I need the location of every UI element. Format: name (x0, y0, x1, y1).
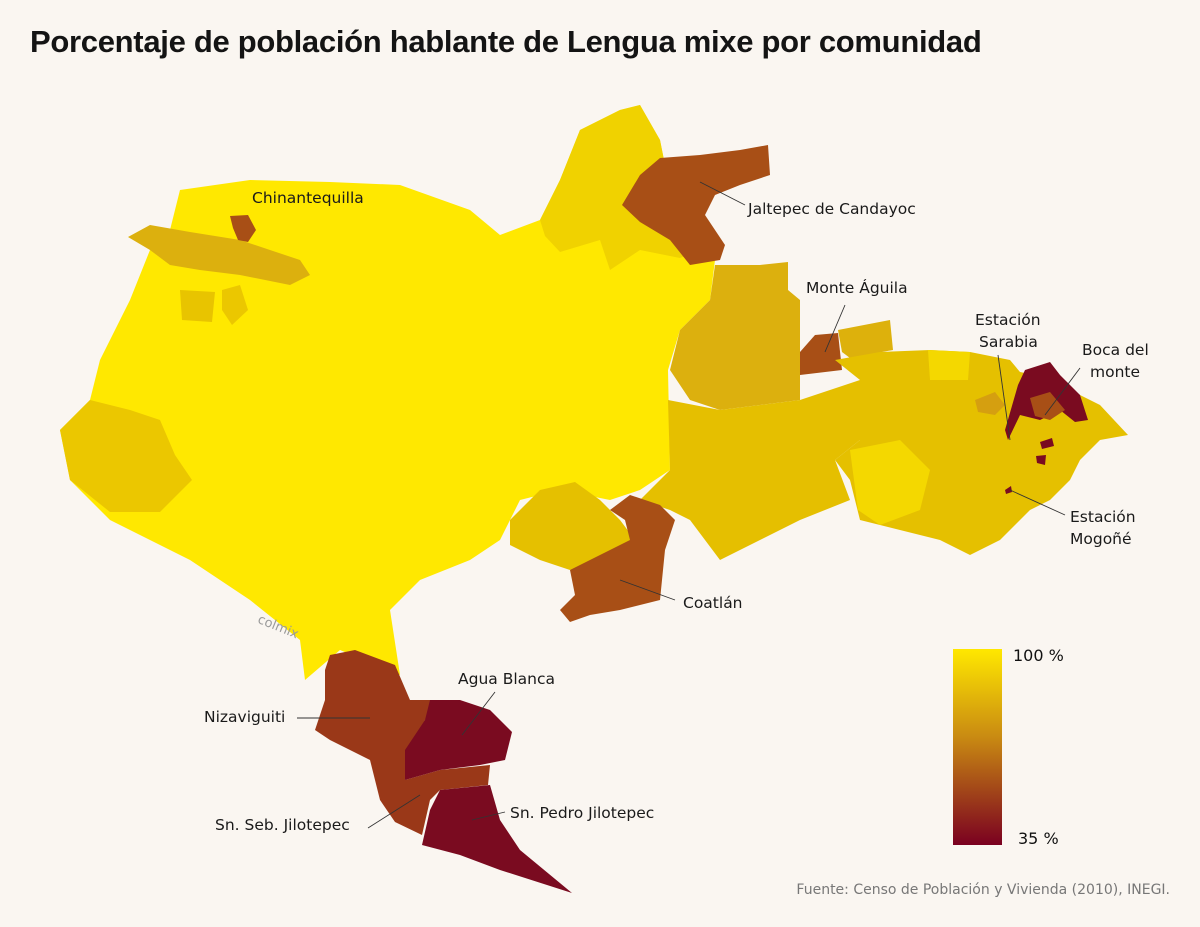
region-mogone (1005, 486, 1012, 494)
region-agua-blanca (405, 700, 512, 780)
leader-agua-blanca (461, 691, 496, 736)
label-boca-1: Boca del (1082, 341, 1149, 359)
region-nw-small (180, 290, 215, 322)
label-boca-2: monte (1090, 363, 1140, 381)
label-mogone-2: Mogoñé (1070, 530, 1132, 548)
label-mogone-1: Estación (1070, 508, 1136, 526)
label-sarabia-2: Sarabia (979, 333, 1038, 351)
map-title: Porcentaje de población hablante de Leng… (30, 24, 982, 59)
region-coatlan-west (510, 482, 635, 570)
leader-sn-pedro (471, 811, 506, 821)
legend-max-label: 100 % (1013, 646, 1064, 665)
leader-mogone (1009, 489, 1066, 516)
label-sn-seb: Sn. Seb. Jilotepec (215, 816, 350, 834)
legend-gradient-bar (953, 649, 1002, 845)
label-sn-pedro: Sn. Pedro Jilotepec (510, 804, 654, 822)
label-monte-aguila: Monte Águila (806, 278, 908, 297)
label-sarabia-1: Estación (975, 311, 1041, 329)
region-east-light-2 (928, 350, 970, 380)
leader-jaltepec (699, 181, 746, 206)
region-jaltepec (622, 145, 770, 265)
label-coatlan: Coatlán (683, 594, 743, 612)
region-east-central (670, 262, 800, 410)
label-nizaviguiti: Nizaviguiti (204, 708, 285, 726)
region-spot-1 (1040, 438, 1054, 449)
legend-min-label: 35 % (1018, 829, 1059, 848)
leader-coatlan (619, 579, 676, 601)
region-monte-aguila-area (838, 320, 893, 358)
region-boca-inner (1030, 392, 1065, 420)
region-middle (640, 380, 860, 560)
leader-sarabia (997, 354, 1011, 441)
source-note: Fuente: Censo de Población y Vivienda (2… (796, 882, 1170, 898)
region-spot-2 (1036, 455, 1046, 465)
leader-boca (1044, 367, 1081, 416)
region-chinantequilla (230, 215, 256, 242)
region-monte-aguila (800, 333, 842, 375)
region-sn-pedro (422, 785, 572, 893)
leader-sn-seb (367, 794, 421, 829)
region-east-tan (975, 392, 1005, 415)
leader-monte-aguila (824, 304, 846, 353)
region-west (60, 400, 192, 512)
region-nw-small-2 (222, 285, 248, 325)
region-northwest (128, 225, 310, 285)
label-agua-blanca: Agua Blanca (458, 670, 555, 688)
region-east-light (850, 440, 930, 525)
label-chinantequilla: Chinantequilla (252, 189, 364, 207)
region-coatlan (560, 495, 675, 622)
region-nizaviguiti (315, 650, 490, 835)
label-jaltepec: Jaltepec de Candayoc (747, 200, 916, 218)
